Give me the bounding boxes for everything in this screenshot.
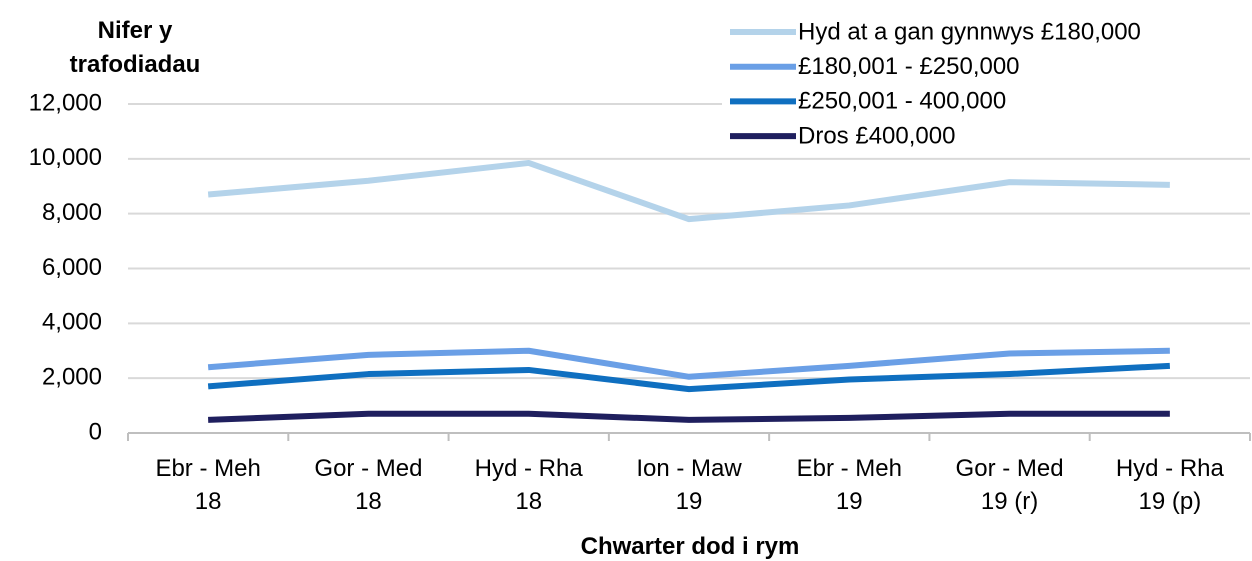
y-tick-label: 8,000: [42, 199, 102, 226]
y-tick-label: 6,000: [42, 254, 102, 281]
x-tick-label: Hyd - Rha 19 (p): [1115, 455, 1224, 515]
series-line: [208, 410, 1170, 423]
y-tick-label: 0: [89, 418, 102, 445]
x-axis-title: Chwarter dod i rym: [580, 533, 800, 560]
legend-label: Hyd at a gan gynnwys £180,000: [798, 18, 1141, 45]
y-tick-label: 10,000: [29, 144, 102, 171]
series-line: [207, 347, 1170, 380]
legend-label: Dros £400,000: [798, 122, 955, 149]
y-axis-title: Nifer y trafodiadau: [69, 17, 201, 78]
legend-label: £250,001 - 400,000: [798, 88, 1006, 115]
legend-label: £180,001 - £250,000: [798, 53, 1020, 80]
y-tick-label: 4,000: [42, 309, 102, 336]
y-tick-label: 12,000: [29, 89, 102, 116]
series-line: [207, 159, 1170, 223]
legend-bg: [722, 12, 1250, 154]
y-tick-label: 2,000: [42, 364, 102, 391]
x-tick-label: Hyd - Rha 18: [474, 455, 583, 515]
x-tick-label: Ion - Maw 19: [636, 455, 742, 515]
x-tick-label: Ebr - Meh 19: [796, 455, 902, 515]
series-line: [207, 362, 1171, 393]
x-tick-label: Ebr - Meh 18: [155, 455, 261, 515]
x-tick-label: Gor - Med 18: [314, 455, 423, 515]
x-tick-label: Gor - Med 19 (r): [955, 455, 1064, 515]
